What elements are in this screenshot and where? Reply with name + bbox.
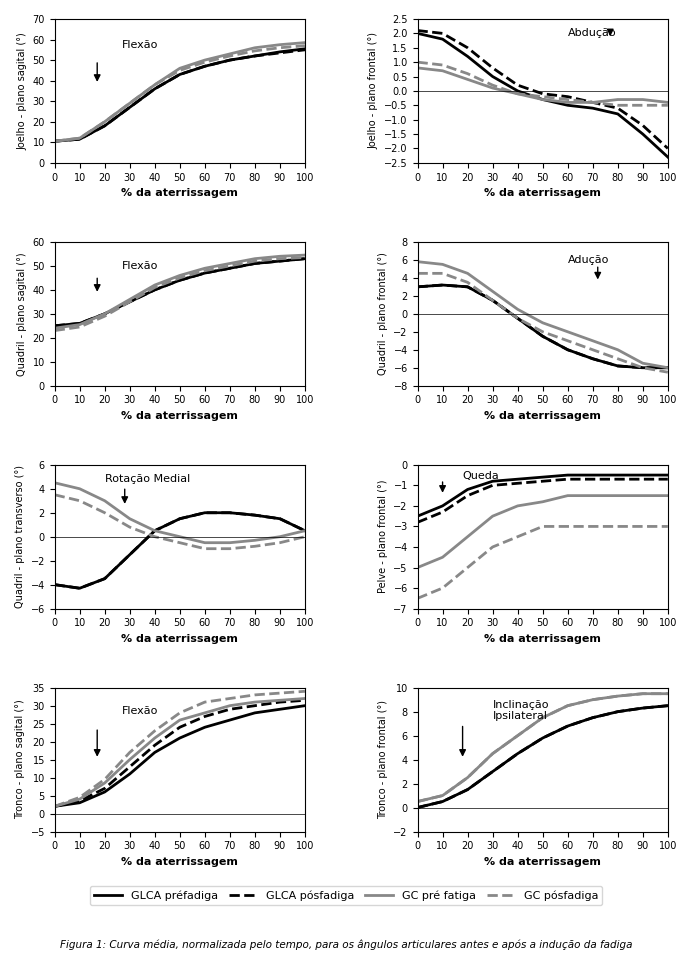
Y-axis label: Quadril - plano transverso (°): Quadril - plano transverso (°) [15, 465, 25, 609]
Y-axis label: Tronco - plano sagital (°): Tronco - plano sagital (°) [15, 700, 25, 820]
X-axis label: % da aterrissagem: % da aterrissagem [121, 188, 238, 198]
Y-axis label: Quadril - plano sagital (°): Quadril - plano sagital (°) [17, 252, 27, 376]
Text: Abdução: Abdução [567, 28, 617, 38]
Text: Flexão: Flexão [122, 705, 158, 716]
X-axis label: % da aterrissagem: % da aterrissagem [121, 634, 238, 643]
Y-axis label: Pelve - plano frontal (°): Pelve - plano frontal (°) [378, 480, 388, 593]
Text: Figura 1: Curva média, normalizada pelo tempo, para os ângulos articulares antes: Figura 1: Curva média, normalizada pelo … [60, 939, 632, 950]
Y-axis label: Quadril - plano frontal (°): Quadril - plano frontal (°) [378, 252, 388, 375]
Legend: GLCA préfadiga, GLCA pósfadiga, GC pré fatiga, GC pósfadiga: GLCA préfadiga, GLCA pósfadiga, GC pré f… [89, 886, 603, 905]
Y-axis label: Joelho - plano sagital (°): Joelho - plano sagital (°) [17, 32, 27, 150]
X-axis label: % da aterrissagem: % da aterrissagem [121, 857, 238, 867]
Text: Rotação Medial: Rotação Medial [104, 475, 190, 484]
X-axis label: % da aterrissagem: % da aterrissagem [121, 411, 238, 421]
Text: Flexão: Flexão [122, 261, 158, 271]
Y-axis label: Tronco - plano frontal (°): Tronco - plano frontal (°) [378, 701, 388, 819]
X-axis label: % da aterrissagem: % da aterrissagem [484, 411, 601, 421]
X-axis label: % da aterrissagem: % da aterrissagem [484, 634, 601, 643]
Text: Queda: Queda [462, 471, 500, 481]
Y-axis label: Joelho - plano frontal (°): Joelho - plano frontal (°) [369, 32, 379, 149]
X-axis label: % da aterrissagem: % da aterrissagem [484, 857, 601, 867]
Text: Adução: Adução [567, 256, 609, 266]
Text: Flexão: Flexão [122, 40, 158, 49]
Text: Inclinação
Ipsilateral: Inclinação Ipsilateral [493, 700, 549, 721]
X-axis label: % da aterrissagem: % da aterrissagem [484, 188, 601, 198]
